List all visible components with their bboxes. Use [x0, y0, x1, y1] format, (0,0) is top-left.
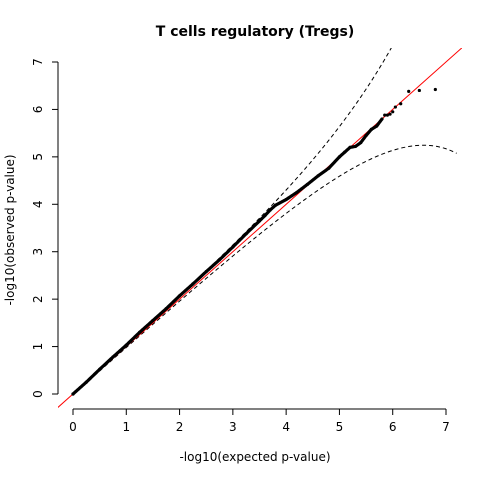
x-tick-label: 6 — [389, 420, 397, 434]
axes: 0 1 2 3 4 5 6 7 0 1 2 3 4 5 6 7 — [31, 58, 450, 434]
y-tick-label: 2 — [31, 295, 45, 303]
data-point — [257, 219, 262, 223]
data-point — [359, 141, 363, 145]
data-point — [84, 380, 88, 384]
data-point — [343, 150, 347, 154]
confidence-band — [72, 48, 457, 395]
data-point — [273, 203, 278, 207]
data-point — [353, 144, 358, 149]
y-tick-label: 5 — [31, 153, 45, 161]
y-tick-label: 1 — [31, 343, 45, 351]
data-point — [151, 318, 155, 323]
data-point — [375, 124, 379, 128]
data-point — [388, 112, 392, 116]
x-axis-label: -log10(expected p-value) — [179, 450, 330, 464]
x-tick-label: 1 — [122, 420, 130, 434]
data-point — [364, 133, 368, 138]
data-point — [383, 113, 387, 117]
y-axis-label: -log10(observed p-value) — [3, 154, 17, 305]
y-tick-label: 0 — [31, 390, 45, 398]
x-tick-label: 7 — [442, 420, 450, 434]
x-tick-label: 2 — [176, 420, 184, 434]
data-point — [244, 232, 248, 236]
data-point — [327, 166, 331, 170]
y-tick-label: 3 — [31, 248, 45, 256]
data-point — [369, 127, 373, 131]
data-point — [433, 87, 437, 92]
data-point — [348, 145, 352, 149]
data-point — [71, 392, 75, 396]
data-point — [316, 174, 320, 178]
x-tick-label: 0 — [69, 420, 77, 434]
data-point — [204, 270, 208, 274]
data-point — [98, 367, 102, 371]
data-point — [393, 105, 397, 109]
data-points — [71, 87, 437, 396]
x-tick-label: 4 — [282, 420, 290, 434]
x-tick-label: 5 — [336, 420, 344, 434]
confidence-band-lower — [72, 144, 457, 395]
data-point — [337, 155, 342, 159]
data-point — [380, 117, 384, 121]
data-point — [263, 214, 267, 218]
y-tick-label: 6 — [31, 106, 45, 114]
data-point — [177, 294, 182, 298]
data-point — [268, 208, 272, 212]
data-point — [284, 197, 288, 202]
chart-title: T cells regulatory (Tregs) — [156, 24, 354, 40]
confidence-band-upper — [72, 48, 392, 394]
data-point — [399, 102, 403, 106]
data-point — [231, 245, 235, 249]
data-point — [217, 258, 222, 262]
x-tick-label: 3 — [229, 420, 237, 434]
data-point — [164, 307, 168, 311]
y-tick-label: 4 — [31, 200, 45, 208]
data-point — [417, 88, 421, 93]
data-point — [407, 89, 411, 94]
data-point — [385, 113, 389, 117]
data-point — [111, 355, 115, 359]
data-point — [124, 343, 128, 347]
points-trace — [71, 118, 384, 396]
data-point — [391, 110, 395, 114]
data-point — [191, 282, 195, 286]
y-tick-label: 7 — [31, 58, 45, 66]
data-point — [138, 330, 142, 334]
data-point — [305, 182, 310, 186]
data-point — [295, 190, 299, 195]
